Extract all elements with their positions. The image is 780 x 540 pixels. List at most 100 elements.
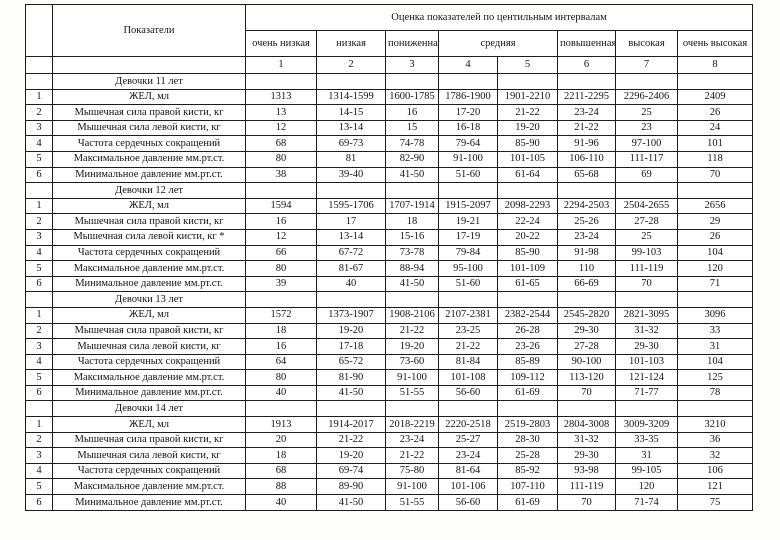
- table-header: Показатели Оценка показателей по центиль…: [25, 4, 754, 74]
- value-cell: 15-16: [385, 228, 439, 246]
- indicator-label: Частота сердечных сокращений: [52, 353, 246, 371]
- col-header-reduced: пониженная: [385, 30, 439, 57]
- indicator-label: Мышечная сила правой кисти, кг: [52, 104, 246, 121]
- value-cell: 81-84: [438, 353, 498, 371]
- value-cell: 24: [676, 119, 754, 137]
- value-cell: 1901-2210: [497, 88, 558, 106]
- value-cell: 1707-1914: [385, 197, 439, 215]
- empty-cell: [385, 400, 439, 418]
- value-cell: 29-30: [615, 338, 678, 355]
- value-cell: 25-28: [497, 447, 558, 464]
- value-cell: 18: [385, 213, 439, 230]
- indicators-column-header: Показатели: [52, 4, 246, 57]
- col-header-low: низкая: [316, 30, 386, 57]
- value-cell: 2098-2293: [497, 197, 558, 215]
- value-cell: 69: [615, 166, 678, 184]
- value-cell: 64: [245, 353, 317, 371]
- value-cell: 17-19: [438, 228, 498, 246]
- col-number: 8: [676, 56, 754, 74]
- col-header-very-high: очень высокая: [676, 30, 754, 57]
- value-cell: 88: [245, 478, 317, 496]
- row-number-cell: 5: [25, 150, 53, 168]
- value-cell: 40: [245, 384, 317, 402]
- table-row: 1 ЖЕЛ, мл 1572 1373-1907 1908-2106 2107-2381 2…: [25, 306, 754, 324]
- value-cell: 73-60: [385, 353, 439, 371]
- value-cell: 71: [676, 275, 754, 293]
- value-cell: 74-78: [385, 135, 439, 152]
- value-cell: 26: [676, 228, 754, 246]
- value-cell: 22-24: [497, 213, 558, 230]
- empty-cell: [557, 291, 616, 308]
- table-row: 2 Мышечная сила правой кисти, кг 18 19-20 21…: [25, 322, 754, 340]
- indicator-label: Мышечная сила правой кисти, кг: [52, 431, 246, 449]
- value-cell: 16: [245, 213, 317, 230]
- centile-intervals-table: Показатели Оценка показателей по центиль…: [25, 4, 754, 511]
- value-cell: 31-32: [557, 431, 616, 449]
- indicator-label: Мышечная сила левой кисти, кг: [52, 119, 246, 137]
- value-cell: 16: [385, 104, 439, 121]
- col-number: 5: [497, 56, 558, 74]
- value-cell: 1313: [245, 88, 317, 106]
- value-cell: 1915-2097: [438, 197, 498, 215]
- value-cell: 2107-2381: [438, 306, 498, 324]
- section-title: Девочки 14 лет: [52, 400, 246, 418]
- value-cell: 75-80: [385, 462, 439, 480]
- table-row: 3 Мышечная сила левой кисти, кг 12 13-14 15 1…: [25, 119, 754, 137]
- value-cell: 65-72: [316, 353, 386, 371]
- row-number-cell: 5: [25, 369, 53, 386]
- value-cell: 41-50: [316, 384, 386, 402]
- value-cell: 120: [615, 478, 678, 496]
- table-row: 2 Мышечная сила правой кисти, кг 16 17 18 19-…: [25, 213, 754, 230]
- value-cell: 90-100: [557, 353, 616, 371]
- indicator-label: Минимальное давление мм.рт.ст.: [52, 275, 246, 293]
- value-cell: 3210: [676, 416, 754, 433]
- value-cell: 51-55: [385, 494, 439, 511]
- value-cell: 81-67: [316, 260, 386, 277]
- value-cell: 21-22: [385, 447, 439, 464]
- value-cell: 23-24: [385, 431, 439, 449]
- empty-cell: [245, 182, 317, 199]
- value-cell: 3009-3209: [615, 416, 678, 433]
- empty-cell: [385, 291, 439, 308]
- value-cell: 70: [557, 384, 616, 402]
- empty-cell: [316, 400, 386, 418]
- empty-cell: [615, 73, 678, 90]
- value-cell: 1600-1785: [385, 88, 439, 106]
- value-cell: 33: [676, 322, 754, 340]
- row-number-cell: 1: [25, 88, 53, 106]
- value-cell: 51-60: [438, 275, 498, 293]
- row-number-cell: 1: [25, 416, 53, 433]
- value-cell: 1314-1599: [316, 88, 386, 106]
- value-cell: 20-22: [497, 228, 558, 246]
- empty-cell: [25, 182, 53, 199]
- header-row-titles: Показатели Оценка показателей по центиль…: [25, 4, 754, 57]
- col-header-high: высокая: [615, 30, 678, 57]
- value-cell: 13-14: [316, 228, 386, 246]
- empty-cell: [245, 400, 317, 418]
- value-cell: 99-103: [615, 244, 678, 262]
- empty-cell: [497, 182, 558, 199]
- value-cell: 41-50: [316, 494, 386, 511]
- value-cell: 82-90: [385, 150, 439, 168]
- value-cell: 1913: [245, 416, 317, 433]
- value-cell: 25: [615, 228, 678, 246]
- value-cell: 2296-2406: [615, 88, 678, 106]
- value-cell: 85-92: [497, 462, 558, 480]
- table-row: 3 Мышечная сила левой кисти, кг * 12 13-14 1…: [25, 228, 754, 246]
- empty-cell: [25, 73, 53, 90]
- value-cell: 70: [615, 275, 678, 293]
- indicator-label: Максимальное давление мм.рт.ст.: [52, 478, 246, 496]
- indicator-label: Максимальное давление мм.рт.ст.: [52, 369, 246, 386]
- value-cell: 1373-1907: [316, 306, 386, 324]
- table-body: Девочки 11 лет 1 ЖЕЛ, мл 1313 1314-1599 1600-…: [25, 73, 754, 511]
- value-cell: 88-94: [385, 260, 439, 277]
- value-cell: 121-124: [615, 369, 678, 386]
- empty-cell: [316, 291, 386, 308]
- empty-cell: [385, 182, 439, 199]
- row-number-cell: 3: [25, 447, 53, 464]
- empty-cell: [438, 73, 498, 90]
- table-row: 5 Максимальное давление мм.рт.ст. 80 81-90 9…: [25, 369, 754, 386]
- indicator-label: Мышечная сила левой кисти, кг: [52, 338, 246, 355]
- value-cell: 25-27: [438, 431, 498, 449]
- value-cell: 25-26: [557, 213, 616, 230]
